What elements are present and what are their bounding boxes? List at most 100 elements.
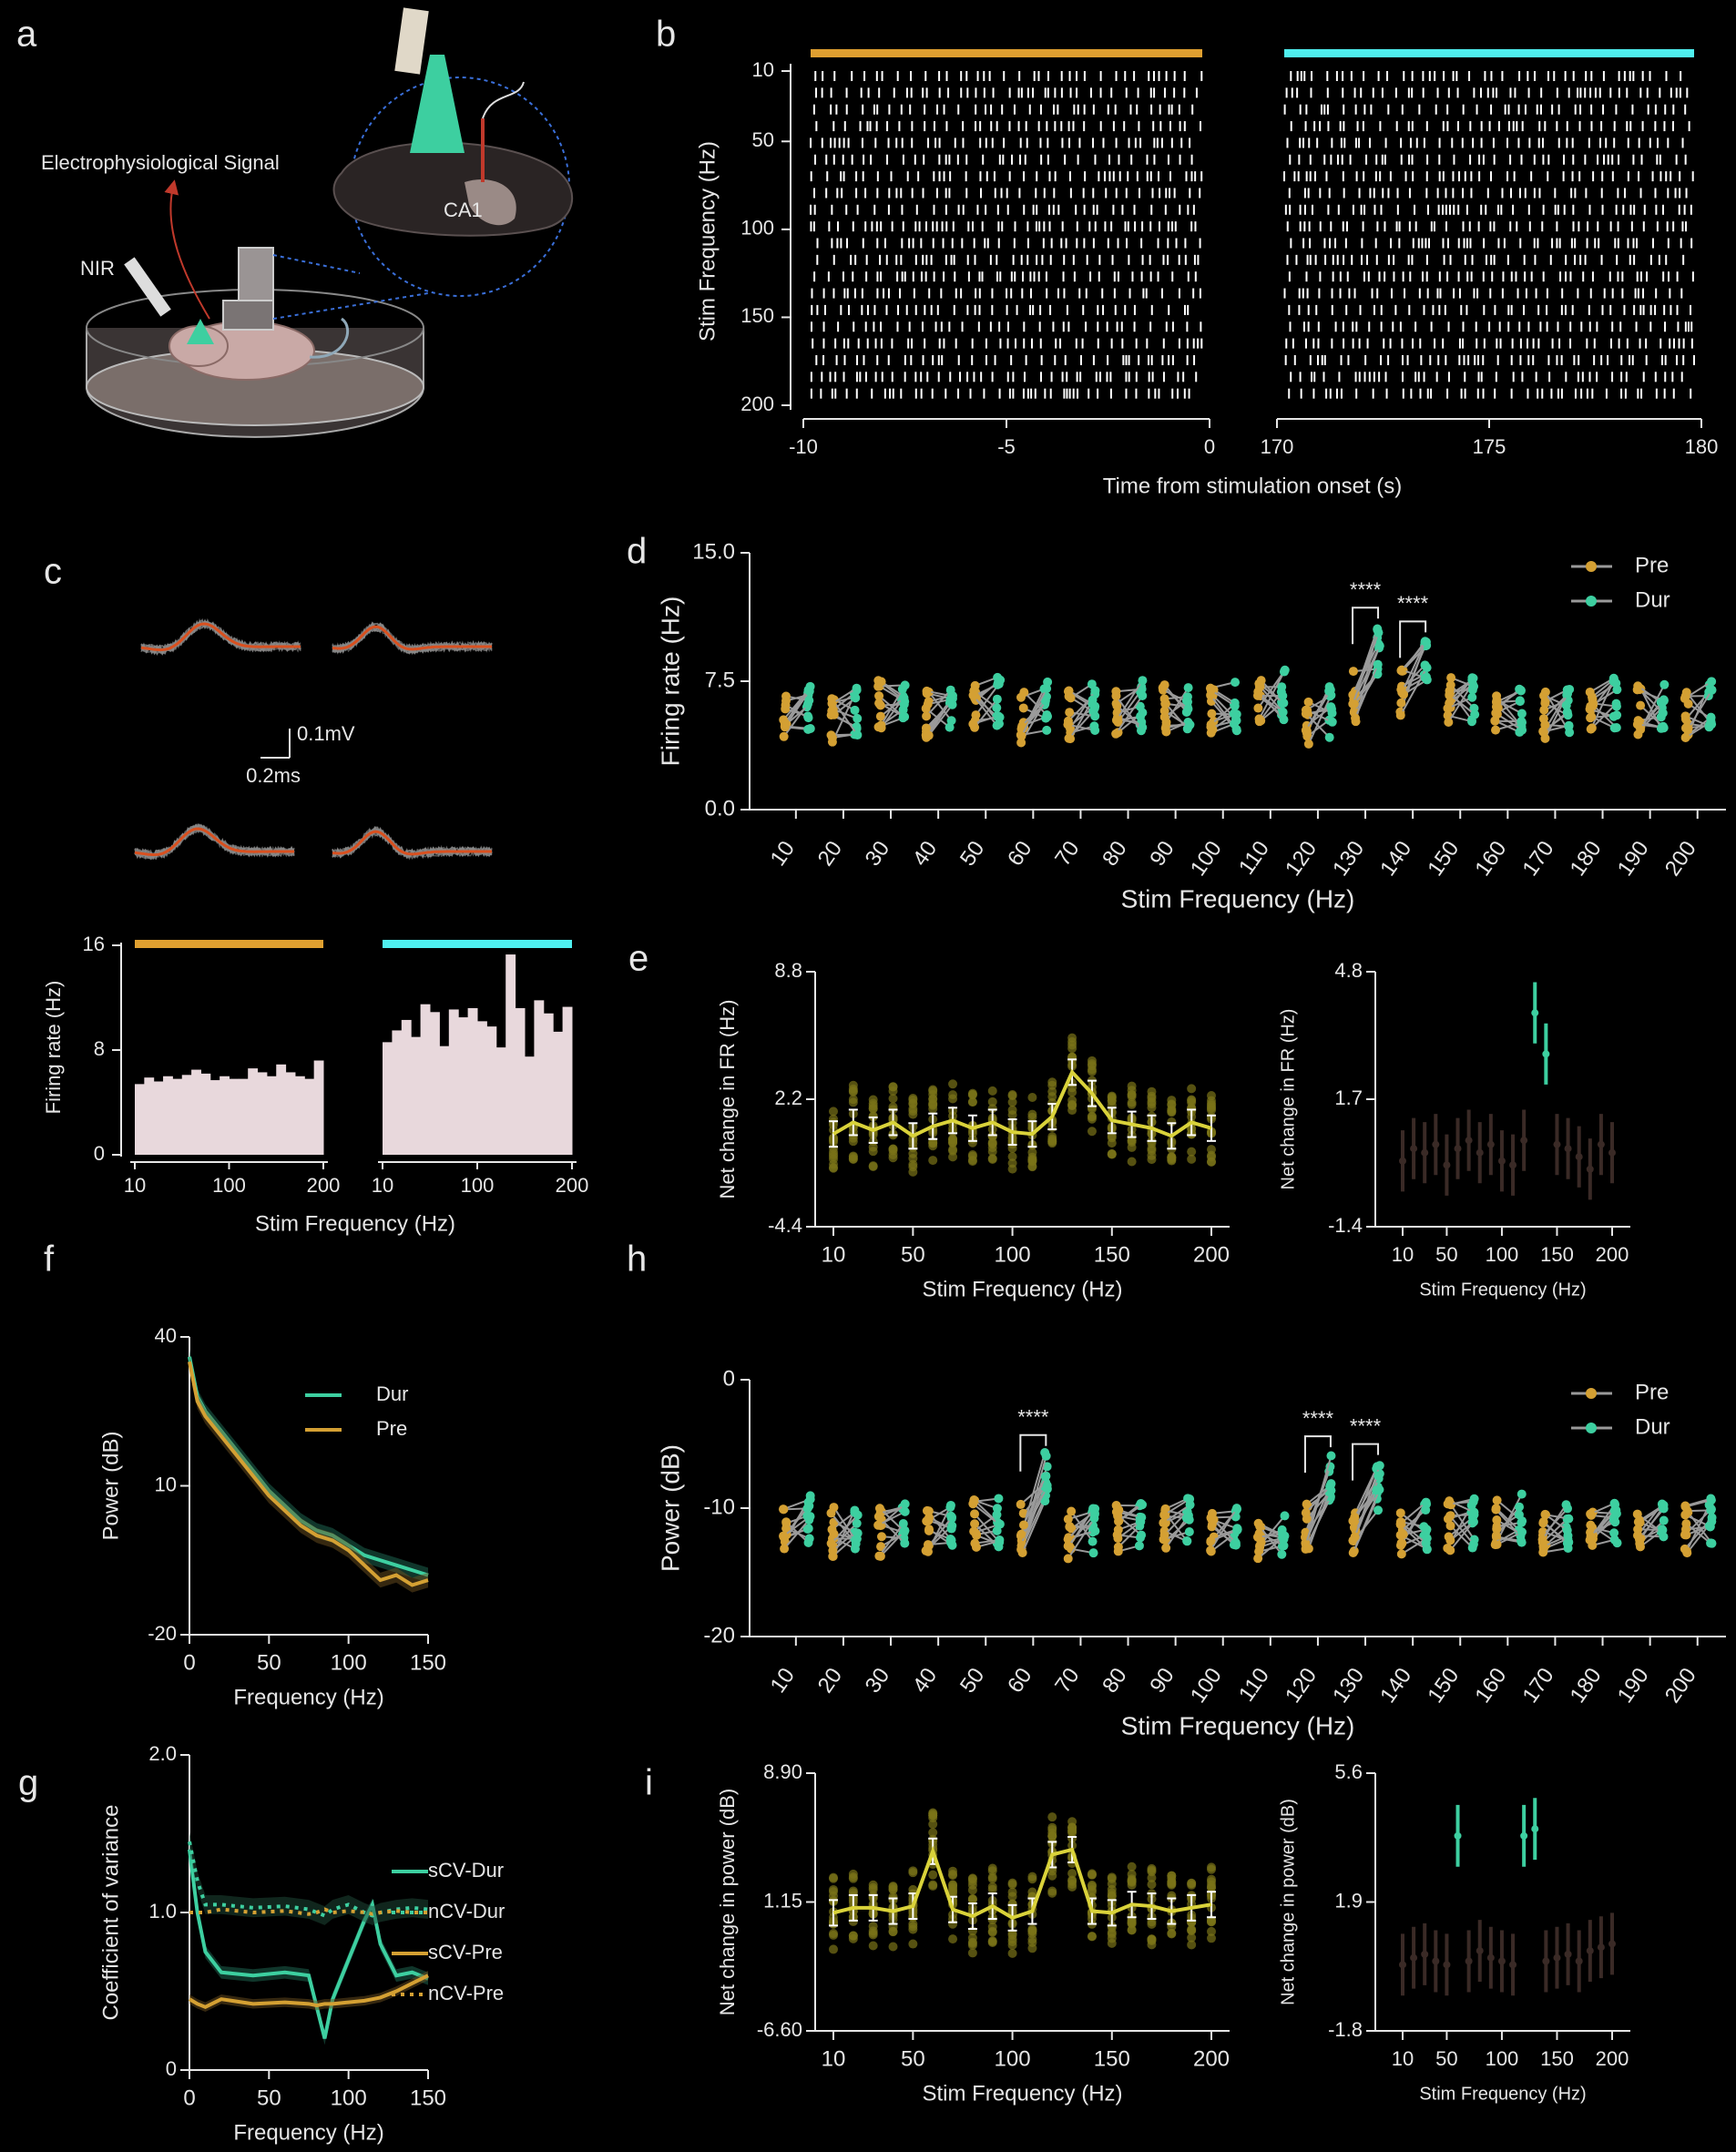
pre-point <box>874 691 884 701</box>
data-point <box>928 1880 938 1890</box>
pre-point <box>1067 1524 1077 1534</box>
pre-point <box>1065 708 1075 718</box>
pre-point <box>1301 1508 1311 1518</box>
pre-point <box>1112 715 1122 725</box>
data-point <box>908 1153 918 1163</box>
pre-point <box>876 1542 886 1552</box>
dur-point <box>1042 684 1052 694</box>
data-point <box>948 1866 958 1876</box>
y-tick-label: 8 <box>94 1037 105 1060</box>
pair-line <box>1259 686 1284 713</box>
pair-line <box>1496 1531 1523 1545</box>
data-point <box>967 1877 977 1887</box>
data-point <box>888 1082 898 1092</box>
pair-line <box>1115 695 1142 731</box>
pair-line <box>1686 1504 1710 1552</box>
panel-label-a: a <box>16 15 37 55</box>
nir-cone-icon <box>410 55 465 153</box>
dur-point <box>900 1506 910 1516</box>
mean-point <box>1443 1961 1451 1969</box>
data-point <box>848 1154 858 1164</box>
data-point <box>1087 1114 1097 1124</box>
data-point <box>948 1090 958 1100</box>
data-point <box>1047 1080 1057 1090</box>
dur-point <box>993 711 1003 721</box>
pair-line <box>1305 712 1331 739</box>
pair-line <box>973 1499 998 1524</box>
x-tick-label: 60 <box>1003 837 1036 871</box>
hist-bar-dur <box>467 1008 478 1155</box>
legend-marker-pre <box>1586 561 1597 572</box>
pair-line <box>1023 691 1048 716</box>
x-tick-label: 10 <box>1392 2047 1414 2070</box>
pre-point <box>1587 1510 1597 1520</box>
panel-label-h: h <box>627 1239 647 1280</box>
data-point <box>1027 1924 1037 1934</box>
dur-point <box>900 1538 910 1548</box>
mean-point <box>1608 1148 1616 1157</box>
panel-d-paired-scatter: 0.0 7.5 15.0 10 20 30 40 50 60 70 80 90 100 110 120 130… <box>656 539 1726 913</box>
waveform-mean <box>332 625 492 651</box>
dur-point <box>1420 660 1430 670</box>
pre-point <box>875 700 885 710</box>
data-point <box>908 1099 918 1109</box>
data-point <box>1147 1873 1157 1883</box>
dur-point <box>1419 1522 1429 1532</box>
dur-point <box>992 720 1002 730</box>
pre-point <box>829 1503 839 1513</box>
mean-point <box>1608 1940 1616 1948</box>
y-tick-label: 50 <box>752 128 774 151</box>
pre-point <box>922 711 932 721</box>
y-tick-label: 10 <box>155 1473 177 1495</box>
pre-point <box>1160 699 1170 709</box>
dur-point <box>1467 692 1477 702</box>
pre-point <box>1492 1524 1502 1534</box>
dur-point <box>1612 685 1622 695</box>
dur-point <box>1609 1528 1619 1538</box>
y-tick-label: -20 <box>703 1623 735 1647</box>
series-line-ncv-dur <box>188 1841 429 1918</box>
pre-point <box>1254 714 1264 724</box>
data-point <box>1087 1870 1097 1880</box>
dur-point <box>992 703 1002 713</box>
dur-point <box>1515 1502 1525 1512</box>
x-tick-label: 10 <box>822 1242 846 1267</box>
waveform-mean <box>140 622 301 652</box>
y-tick-label: 1.15 <box>763 1889 802 1912</box>
mean-point <box>1443 1161 1451 1169</box>
significance-label: **** <box>1350 578 1382 601</box>
dur-point <box>1468 1496 1478 1506</box>
x-tick-label: 175 <box>1473 435 1506 458</box>
waveform-trace <box>134 824 295 859</box>
pair-line <box>1307 694 1333 745</box>
pre-point <box>1491 1504 1501 1515</box>
pre-point <box>1491 725 1501 735</box>
dur-point <box>900 1499 910 1509</box>
data-point <box>1207 1106 1216 1116</box>
y-tick-label: 0 <box>166 2057 177 2080</box>
pair-line <box>1212 1518 1237 1544</box>
pre-point <box>924 730 934 740</box>
data-point <box>987 1147 997 1157</box>
x-tick-label: 150 <box>1423 1664 1464 1708</box>
dur-point <box>1040 1472 1050 1482</box>
x-tick-label: 80 <box>1098 1664 1131 1698</box>
pre-point <box>1492 1515 1502 1525</box>
pair-line <box>1497 688 1520 709</box>
pre-point <box>1253 1554 1263 1564</box>
dur-point <box>993 672 1003 682</box>
pre-point <box>1446 673 1456 683</box>
dur-point <box>947 691 957 701</box>
dur-point <box>1042 725 1052 735</box>
mean-point <box>1476 1947 1484 1955</box>
dur-point <box>1659 1532 1669 1542</box>
pair-line <box>1591 682 1617 700</box>
mean-point <box>1476 1148 1484 1157</box>
mean-point <box>1520 1137 1528 1145</box>
data-point <box>1127 1918 1137 1928</box>
pair-line <box>783 1519 811 1550</box>
data-point <box>1027 1109 1037 1119</box>
hist-bar-dur <box>477 1021 487 1155</box>
data-point <box>1207 1916 1216 1926</box>
dur-point <box>995 1535 1005 1545</box>
